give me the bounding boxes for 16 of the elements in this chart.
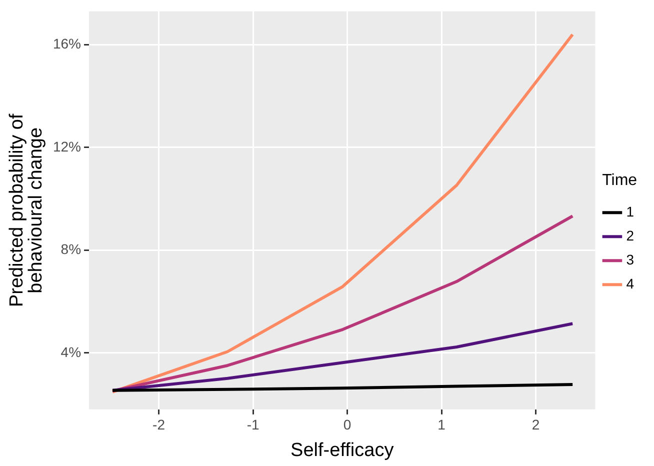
x-tick-label: -2 <box>152 416 166 433</box>
y-tick-label: 16% <box>52 36 82 52</box>
x-tick-label: 1 <box>438 416 446 433</box>
y-tick-label: 8% <box>60 241 82 258</box>
legend-label: 3 <box>626 251 634 268</box>
legend-label: 1 <box>626 203 634 220</box>
legend-title: Time <box>602 172 638 189</box>
legend-label: 4 <box>626 275 634 292</box>
y-axis-title: Predicted probability of behavioural change <box>6 113 47 308</box>
x-tick-label: 0 <box>343 416 352 433</box>
x-tick-label: 2 <box>532 416 540 433</box>
y-tick-label: 12% <box>52 138 82 154</box>
legend-label: 2 <box>626 227 634 244</box>
x-tick-label: -1 <box>246 416 260 433</box>
y-tick-label: 4% <box>60 344 82 360</box>
x-axis-title: Self-efficacy <box>290 440 394 461</box>
